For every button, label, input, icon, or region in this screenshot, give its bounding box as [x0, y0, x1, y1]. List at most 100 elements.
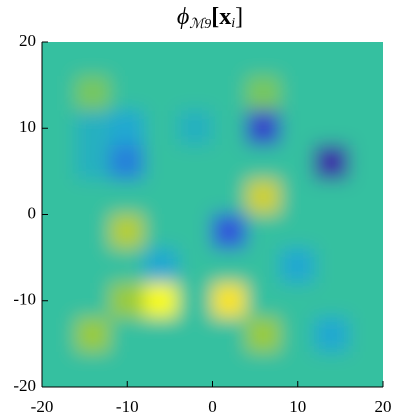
heatmap-cell	[280, 76, 316, 112]
heatmap-cell	[143, 76, 179, 112]
heatmap-cell	[75, 214, 111, 250]
heatmap-cell	[280, 214, 316, 250]
heatmap-cell	[212, 214, 248, 250]
y-tick-label: -20	[13, 376, 36, 395]
heatmap-cell	[246, 42, 282, 77]
heatmap-cell	[42, 179, 77, 215]
heatmap-cell	[75, 76, 111, 112]
heatmap-cell	[109, 42, 145, 77]
heatmap-cell	[143, 317, 179, 353]
heatmap-cell	[109, 110, 145, 146]
heatmap-cell	[348, 248, 383, 284]
axes: -20 -10 0 10 20 -20 -10 0 10 20	[13, 31, 391, 416]
title-argument: [x	[211, 4, 231, 30]
heatmap-cell	[42, 317, 77, 353]
heatmap-cell	[177, 145, 213, 181]
heatmap-cell	[246, 283, 282, 319]
heatmap-cell	[246, 179, 282, 215]
heatmap-cell	[348, 110, 383, 146]
x-tick-label: 0	[208, 397, 217, 416]
heatmap-cell	[143, 145, 179, 181]
heatmap-cell	[177, 214, 213, 250]
heatmap-cell	[42, 76, 77, 112]
heatmap-cell	[280, 145, 316, 181]
heatmap-cell	[246, 110, 282, 146]
heatmap-cell	[246, 145, 282, 181]
heatmap-cell	[177, 317, 213, 353]
heatmap-cell	[246, 76, 282, 112]
title-index: i	[231, 16, 235, 31]
heatmap-cell	[109, 76, 145, 112]
x-tick-label: -20	[31, 397, 54, 416]
x-tick-label: -10	[116, 397, 139, 416]
heatmap-cells	[42, 42, 383, 387]
heatmap-cell	[42, 214, 77, 250]
heatmap-cell	[75, 283, 111, 319]
heatmap-cell	[314, 110, 350, 146]
heatmap-cell	[177, 42, 213, 77]
y-tick-label: 20	[19, 31, 36, 50]
heatmap-cell	[109, 317, 145, 353]
heatmap-cell	[75, 317, 111, 353]
heatmap-cell	[314, 317, 350, 353]
heatmap-cell	[246, 248, 282, 284]
heatmap-cell	[348, 283, 383, 319]
heatmap-cell	[177, 248, 213, 284]
heatmap-cell	[246, 352, 282, 387]
heatmap-cell	[212, 110, 248, 146]
heatmap-cell	[314, 283, 350, 319]
heatmap-cell	[280, 248, 316, 284]
heatmap-cell	[212, 76, 248, 112]
heatmap-cell	[177, 352, 213, 387]
heatmap-cell	[314, 145, 350, 181]
heatmap-cell	[143, 283, 179, 319]
heatmap-cell	[348, 42, 383, 77]
heatmap-cell	[212, 145, 248, 181]
heatmap-cell	[212, 317, 248, 353]
heatmap-cell	[212, 248, 248, 284]
heatmap-cell	[75, 248, 111, 284]
heatmap-cell	[348, 179, 383, 215]
y-tick-label: 0	[28, 203, 37, 222]
heatmap-cell	[143, 110, 179, 146]
heatmap	[42, 42, 383, 387]
heatmap-cell	[280, 42, 316, 77]
x-tick-label: 20	[375, 397, 392, 416]
title-symbol: ϕ	[177, 4, 189, 30]
heatmap-cell	[75, 145, 111, 181]
heatmap-cell	[109, 179, 145, 215]
title-subscript: ℳ9	[189, 17, 211, 32]
heatmap-cell	[75, 179, 111, 215]
heatmap-cell	[143, 352, 179, 387]
heatmap-cell	[75, 110, 111, 146]
heatmap-cell	[109, 248, 145, 284]
heatmap-cell	[42, 248, 77, 284]
y-tick-label: 10	[19, 117, 36, 136]
heatmap-cell	[109, 145, 145, 181]
heatmap-cell	[42, 145, 77, 181]
heatmap-cell	[314, 179, 350, 215]
heatmap-cell	[143, 179, 179, 215]
heatmap-cell	[246, 214, 282, 250]
heatmap-cell	[280, 179, 316, 215]
heatmap-cell	[280, 110, 316, 146]
heatmap-cell	[348, 76, 383, 112]
heatmap-cell	[177, 283, 213, 319]
heatmap-cell	[177, 76, 213, 112]
heatmap-cell	[109, 283, 145, 319]
heatmap-cell	[314, 214, 350, 250]
heatmap-cell	[177, 110, 213, 146]
heatmap-cell	[212, 283, 248, 319]
heatmap-cell	[348, 214, 383, 250]
heatmap-cell	[212, 42, 248, 77]
heatmap-cell	[246, 317, 282, 353]
heatmap-cell	[314, 76, 350, 112]
title-bracket: ]	[235, 4, 243, 30]
heatmap-cell	[280, 317, 316, 353]
chart-title: ϕℳ9[xi]	[177, 4, 243, 33]
heatmap-cell	[109, 214, 145, 250]
heatmap-cell	[314, 42, 350, 77]
heatmap-cell	[212, 179, 248, 215]
heatmap-cell	[212, 352, 248, 387]
